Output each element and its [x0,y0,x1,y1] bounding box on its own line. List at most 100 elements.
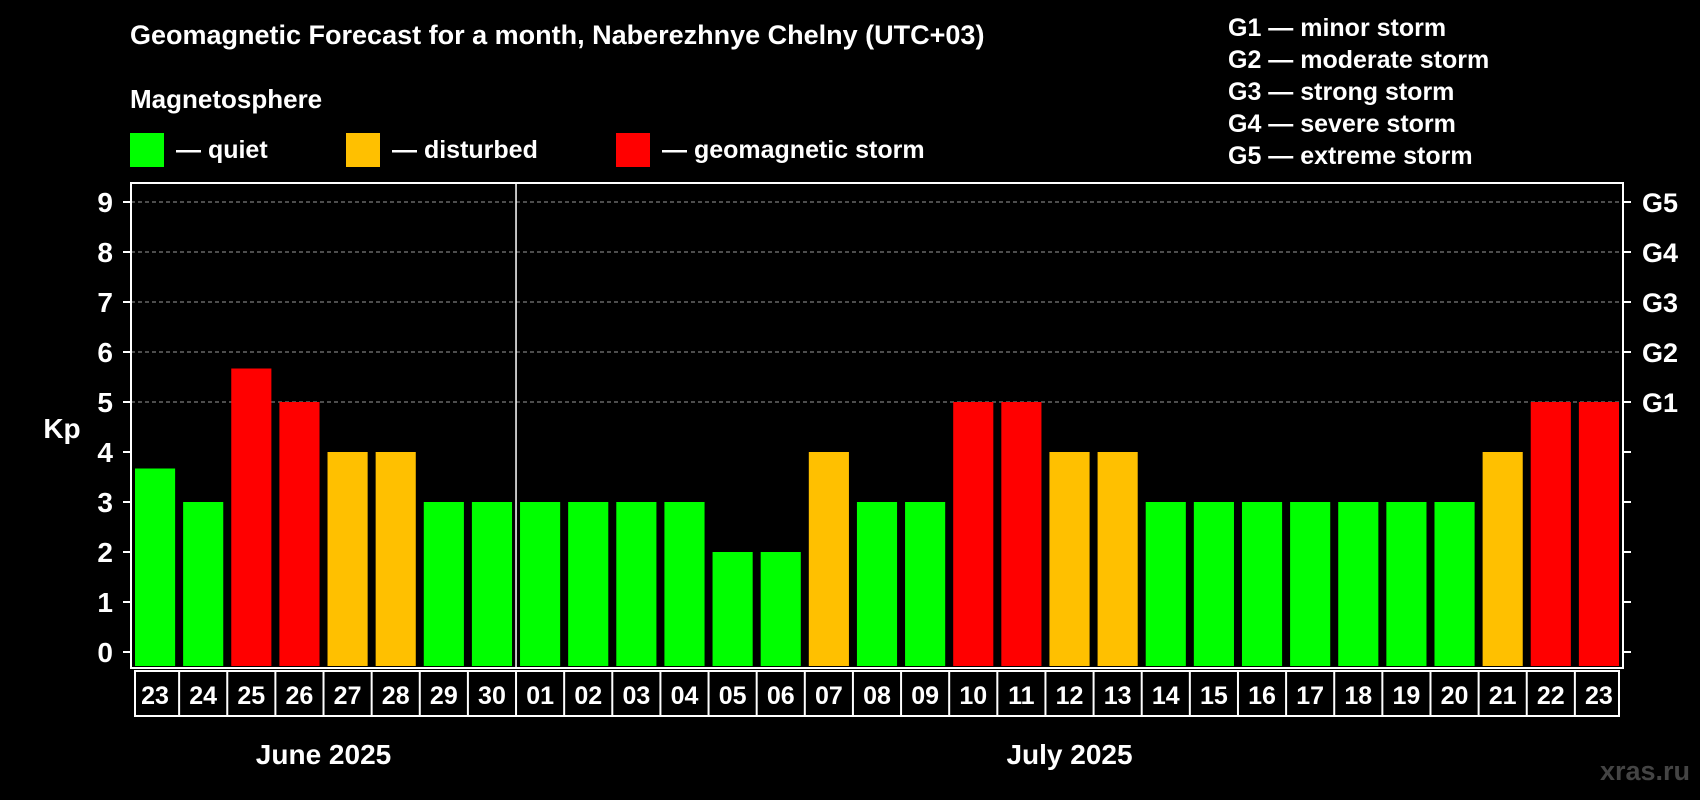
bar-16 [905,502,946,666]
bar-11 [664,502,705,666]
bar-29 [1530,402,1571,666]
bar-19 [1049,452,1090,666]
date-label-20: 13 [1104,682,1132,710]
date-label-19: 12 [1056,682,1084,710]
legend-item-quiet: — quiet [130,133,268,167]
date-row-frame [134,670,1620,717]
bar-28 [1482,452,1523,666]
legend-label-quiet: — quiet [176,135,268,164]
legend-label-disturbed: — disturbed [392,135,538,164]
month-label-1: July 2025 [1006,739,1132,770]
plot-frame [130,182,1624,669]
bar-0 [135,468,176,666]
bar-9 [568,502,609,666]
watermark: xras.ru [1599,756,1690,786]
date-label-26: 19 [1393,682,1421,710]
month-label-0: June 2025 [256,739,391,770]
bar-27 [1434,502,1475,666]
g-scale-g2: G2 — moderate storm [1228,46,1490,74]
bar-15 [856,502,898,666]
legend-swatch-disturbed [346,133,380,167]
bars [135,368,1619,666]
date-label-9: 02 [574,682,602,710]
bar-13 [760,552,801,666]
date-label-16: 09 [911,682,939,710]
bar-5 [375,452,416,666]
date-label-15: 08 [863,682,891,710]
date-label-12: 05 [719,682,747,710]
date-label-17: 10 [959,682,987,710]
bar-25 [1338,502,1379,666]
bar-23 [1241,502,1283,666]
date-label-14: 07 [815,682,843,710]
date-label-27: 20 [1441,682,1469,710]
right-axis-label-g2: G2 [1642,338,1678,368]
bar-8 [520,502,561,666]
y-tick-label-7: 7 [97,287,113,318]
legend-swatch-storm [616,133,650,167]
date-label-4: 27 [334,682,362,710]
date-label-11: 04 [671,682,699,710]
legend-heading: Magnetosphere [130,84,323,114]
bar-30 [1578,402,1619,666]
date-label-21: 14 [1152,682,1180,710]
y-tick-label-4: 4 [97,437,113,468]
right-axis-label-g1: G1 [1642,388,1678,418]
date-label-3: 26 [286,682,314,710]
bar-26 [1386,502,1427,666]
y-tick-label-8: 8 [97,237,113,268]
y-axis-label: Kp [43,413,80,444]
legend-item-disturbed: — disturbed [346,133,538,167]
legend-label-storm: — geomagnetic storm [662,135,925,164]
bar-12 [712,552,753,666]
date-label-8: 01 [526,682,554,710]
y-tick-label-5: 5 [97,387,113,418]
bar-6 [423,502,464,666]
right-axis-label-g4: G4 [1642,238,1678,268]
date-label-10: 03 [622,682,650,710]
bar-21 [1145,502,1186,666]
y-tick-label-2: 2 [97,537,113,568]
bar-17 [953,402,994,666]
date-label-29: 22 [1537,682,1565,710]
date-label-7: 30 [478,682,506,710]
right-axis-label-g3: G3 [1642,288,1678,318]
y-tick-label-3: 3 [97,487,113,518]
g-scale-g5: G5 — extreme storm [1228,142,1473,170]
date-label-2: 25 [237,682,265,710]
date-label-28: 21 [1489,682,1517,710]
bar-14 [808,452,849,666]
bar-4 [327,452,368,666]
date-label-22: 15 [1200,682,1228,710]
y-tick-label-9: 9 [97,187,113,218]
legend-swatch-quiet [130,133,164,167]
grid-lines [131,201,1623,403]
date-label-6: 29 [430,682,458,710]
bar-7 [471,502,513,666]
y-tick-label-6: 6 [97,337,113,368]
g-scale-g1: G1 — minor storm [1228,14,1447,42]
bar-18 [1001,402,1042,666]
y-tick-label-1: 1 [97,587,113,618]
date-label-13: 06 [767,682,795,710]
date-label-18: 11 [1008,682,1035,710]
chart-title: Geomagnetic Forecast for a month, Nabere… [130,20,985,50]
date-label-25: 18 [1344,682,1372,710]
bar-1 [183,502,224,666]
date-label-5: 28 [382,682,410,710]
date-label-0: 23 [141,682,169,710]
bar-10 [616,502,657,666]
bar-20 [1097,452,1138,666]
date-label-30: 23 [1585,682,1613,710]
right-axis-label-g5: G5 [1642,188,1678,218]
g-scale-g3: G3 — strong storm [1228,78,1455,106]
bar-2 [231,368,272,666]
g-scale-g4: G4 — severe storm [1228,110,1456,138]
legend-item-storm: — geomagnetic storm [616,133,925,167]
bar-22 [1193,502,1234,666]
axes [123,182,1631,717]
y-tick-label-0: 0 [97,637,113,668]
date-label-1: 24 [189,682,217,710]
